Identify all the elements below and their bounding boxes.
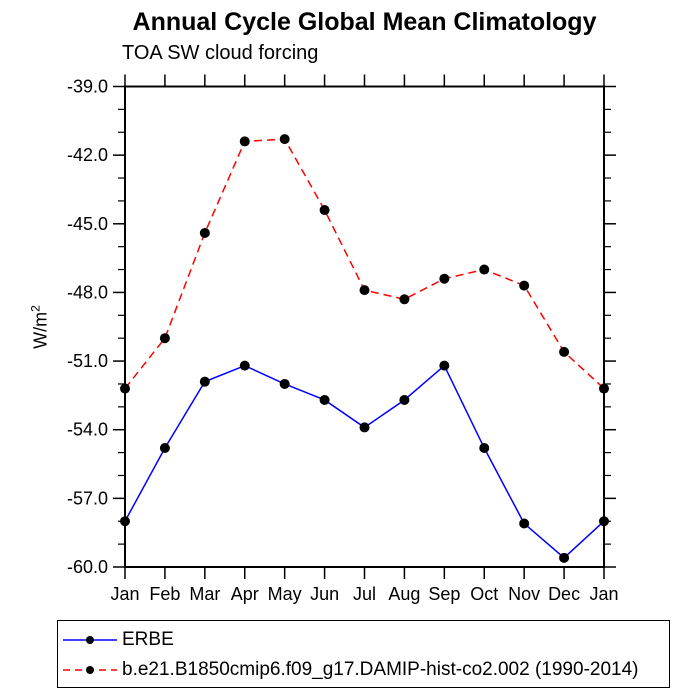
series-model	[120, 134, 609, 394]
data-point-marker	[120, 383, 130, 394]
data-point-marker	[559, 552, 570, 563]
x-tick-label: Aug	[388, 584, 420, 604]
x-axis-ticks-bottom	[124, 567, 605, 579]
chart-title: Annual Cycle Global Mean Climatology	[132, 8, 597, 36]
data-point-marker	[519, 518, 530, 529]
data-point-marker	[359, 422, 370, 433]
data-point-marker	[599, 383, 609, 394]
y-axis-ticks-right	[604, 85, 616, 568]
data-point-marker	[199, 227, 210, 238]
y-tick-label: -39.0	[67, 77, 108, 97]
legend-line-sample-icon	[63, 636, 117, 644]
data-point-marker	[159, 443, 170, 454]
x-tick-label: Sep	[428, 584, 460, 604]
y-tick-label: -54.0	[67, 420, 108, 440]
data-point-marker	[159, 333, 170, 344]
data-point-marker	[279, 378, 290, 389]
y-tick-label: -57.0	[67, 488, 108, 508]
legend-label: ERBE	[122, 629, 174, 650]
x-tick-label: Dec	[548, 584, 580, 604]
data-point-marker	[120, 516, 130, 527]
x-axis-month-labels: Jan Feb Mar Apr May Jun Jul Aug Sep Oct Nov Dec Jan	[110, 584, 618, 604]
x-axis-ticks-top	[124, 74, 605, 87]
series-line-erbe	[124, 364, 605, 559]
data-point-marker	[239, 360, 250, 371]
y-tick-label: -60.0	[67, 557, 108, 577]
data-point-marker	[479, 443, 490, 454]
data-point-marker	[199, 376, 210, 387]
data-point-marker	[439, 273, 450, 284]
series-erbe	[120, 360, 609, 563]
x-tick-label: Apr	[231, 584, 259, 604]
data-point-marker	[599, 516, 609, 527]
legend-item-model: b.e21.B1850cmip6.f09_g17.DAMIP-hist-co2.…	[61, 655, 669, 685]
y-tick-label: -48.0	[67, 282, 108, 302]
x-tick-label: Mar	[189, 584, 220, 604]
legend-label: b.e21.B1850cmip6.f09_g17.DAMIP-hist-co2.…	[122, 659, 639, 680]
data-point-marker	[559, 346, 570, 357]
x-tick-label: Feb	[149, 584, 180, 604]
x-tick-label: Jul	[353, 584, 376, 604]
x-tick-label: May	[268, 584, 302, 604]
data-point-marker	[319, 205, 330, 216]
data-point-marker	[479, 264, 490, 275]
x-tick-label: Jan	[589, 584, 618, 604]
data-point-marker	[439, 360, 450, 371]
data-point-marker	[319, 394, 330, 405]
data-point-marker	[359, 285, 370, 296]
legend-item-erbe: ERBE	[61, 625, 669, 655]
y-tick-label: -42.0	[67, 145, 108, 165]
legend-line-sample-icon	[63, 666, 117, 674]
y-axis-tick-labels: -39.0 -42.0 -45.0 -48.0 -51.0 -54.0 -57.0 -60.0	[67, 77, 108, 578]
data-point-marker	[519, 280, 530, 291]
data-point-marker	[279, 134, 290, 145]
y-axis-ticks-left	[113, 85, 125, 568]
y-tick-label: -51.0	[67, 351, 108, 371]
x-tick-label: Nov	[508, 584, 540, 604]
x-tick-label: Jun	[310, 584, 339, 604]
data-point-marker	[399, 394, 410, 405]
x-tick-label: Jan	[110, 584, 139, 604]
data-point-marker	[239, 136, 250, 147]
plot-frame	[124, 85, 605, 568]
legend-box: ERBE b.e21.B1850cmip6.f09_g17.DAMIP-hist…	[57, 620, 670, 688]
y-tick-label: -45.0	[67, 214, 108, 234]
x-tick-label: Oct	[470, 584, 498, 604]
series-line-model	[124, 138, 605, 390]
data-point-marker	[399, 294, 410, 305]
chart-subtitle: TOA SW cloud forcing	[122, 42, 319, 64]
